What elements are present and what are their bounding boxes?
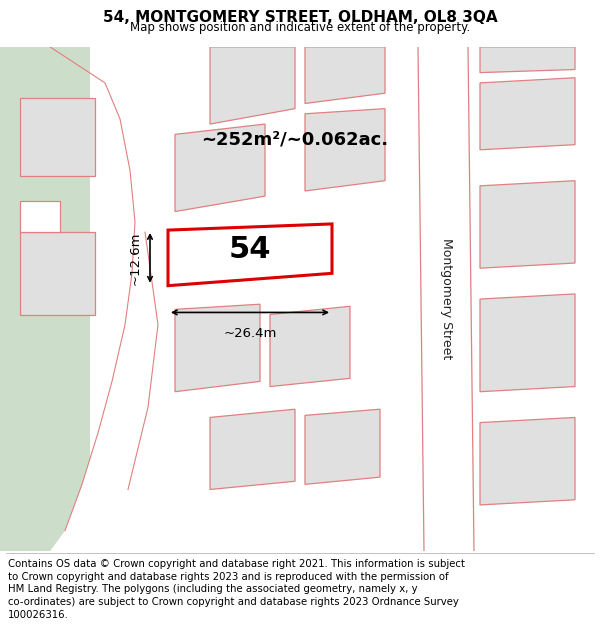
Text: ~26.4m: ~26.4m bbox=[223, 327, 277, 340]
Text: HM Land Registry. The polygons (including the associated geometry, namely x, y: HM Land Registry. The polygons (includin… bbox=[8, 584, 418, 594]
Text: ~12.6m: ~12.6m bbox=[129, 231, 142, 284]
Polygon shape bbox=[210, 409, 295, 489]
Polygon shape bbox=[270, 306, 350, 386]
Polygon shape bbox=[175, 304, 260, 392]
Polygon shape bbox=[20, 232, 95, 314]
Polygon shape bbox=[20, 98, 95, 176]
Polygon shape bbox=[210, 47, 295, 124]
Text: to Crown copyright and database rights 2023 and is reproduced with the permissio: to Crown copyright and database rights 2… bbox=[8, 571, 448, 581]
Text: 54, MONTGOMERY STREET, OLDHAM, OL8 3QA: 54, MONTGOMERY STREET, OLDHAM, OL8 3QA bbox=[103, 10, 497, 25]
Polygon shape bbox=[90, 47, 158, 551]
Text: 100026316.: 100026316. bbox=[8, 610, 68, 620]
Text: Map shows position and indicative extent of the property.: Map shows position and indicative extent… bbox=[130, 21, 470, 34]
Text: ~252m²/~0.062ac.: ~252m²/~0.062ac. bbox=[202, 131, 389, 149]
Polygon shape bbox=[305, 409, 380, 484]
Text: co-ordinates) are subject to Crown copyright and database rights 2023 Ordnance S: co-ordinates) are subject to Crown copyr… bbox=[8, 598, 458, 608]
Text: 54: 54 bbox=[229, 235, 271, 264]
Polygon shape bbox=[0, 47, 135, 551]
Polygon shape bbox=[305, 47, 385, 104]
Polygon shape bbox=[305, 109, 385, 191]
Polygon shape bbox=[480, 47, 575, 72]
Polygon shape bbox=[175, 124, 265, 212]
Polygon shape bbox=[168, 224, 332, 286]
Text: Contains OS data © Crown copyright and database right 2021. This information is : Contains OS data © Crown copyright and d… bbox=[8, 559, 465, 569]
Polygon shape bbox=[20, 201, 60, 232]
Text: Montgomery Street: Montgomery Street bbox=[439, 238, 452, 359]
Polygon shape bbox=[480, 181, 575, 268]
Polygon shape bbox=[480, 294, 575, 392]
Polygon shape bbox=[480, 78, 575, 150]
Polygon shape bbox=[480, 418, 575, 505]
